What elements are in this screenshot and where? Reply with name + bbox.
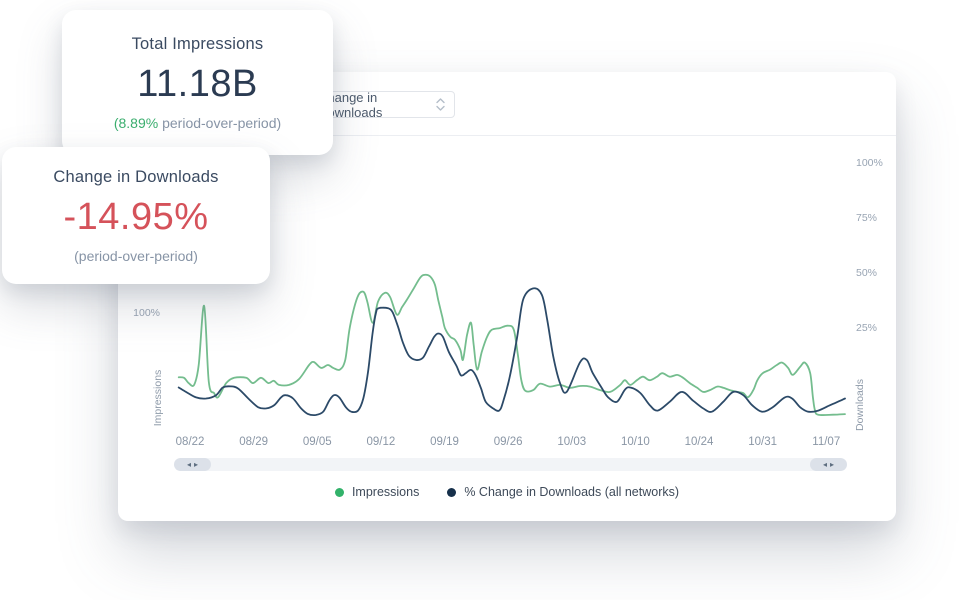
- legend-label: % Change in Downloads (all networks): [464, 485, 680, 499]
- panel-divider: [118, 135, 896, 136]
- change-in-downloads-card: Change in Downloads -14.95% (period-over…: [2, 147, 270, 284]
- period-over-period-caption: (period-over-period): [74, 248, 198, 264]
- right-axis-tick-label: 100%: [856, 156, 883, 169]
- total-impressions-value: 11.18B: [137, 63, 258, 105]
- total-impressions-card: Total Impressions 11.18B (8.89% period-o…: [62, 10, 333, 155]
- change-in-downloads-value: -14.95%: [63, 196, 209, 238]
- metric-select-value: Change in Downloads: [318, 89, 383, 120]
- card-title: Change in Downloads: [53, 168, 219, 186]
- x-axis-tick-label: 10/24: [684, 436, 714, 448]
- period-over-period-delta: (8.89% period-over-period): [62, 115, 333, 131]
- x-axis-tick-label: 10/31: [748, 436, 778, 448]
- card-title: Total Impressions: [131, 35, 264, 53]
- legend-item-downloads[interactable]: % Change in Downloads (all networks): [447, 485, 679, 499]
- x-axis-tick-label: 09/05: [302, 436, 332, 448]
- legend-item-impressions[interactable]: Impressions: [334, 485, 420, 499]
- x-axis-tick-label: 10/10: [621, 436, 650, 448]
- chart-scrollbar-right-thumb[interactable]: ◂ ▸: [810, 458, 847, 471]
- chart-legend: Impressions % Change in Downloads (all n…: [118, 485, 896, 499]
- left-axis-tick-label: 100%: [133, 306, 160, 319]
- chart-scrollbar-track[interactable]: ◂ ▸ ◂ ▸: [174, 458, 847, 471]
- right-axis-tick-label: 50%: [856, 267, 878, 280]
- scroll-left-icon: ◂: [822, 460, 827, 469]
- x-axis-tick-label: 09/19: [430, 436, 459, 448]
- select-chevron-icon: [436, 98, 445, 111]
- scroll-right-icon: ▸: [194, 460, 199, 469]
- right-axis-tick-label: 25%: [856, 322, 878, 335]
- right-axis-tick-label: 75%: [856, 212, 878, 224]
- scroll-right-icon: ▸: [830, 460, 835, 469]
- series-line-left: [177, 273, 846, 416]
- x-axis-tick-label: 09/12: [366, 436, 396, 448]
- x-axis-tick-label: 08/22: [175, 436, 205, 448]
- series-line-right: [177, 287, 846, 417]
- impressions-dot-icon: [334, 487, 344, 497]
- legend-label: Impressions: [351, 485, 420, 499]
- line-chart-plot: [177, 273, 846, 417]
- downloads-dot-icon: [447, 487, 457, 497]
- x-axis-tick-label: 08/29: [239, 436, 269, 448]
- x-axis-tick-label: 09/26: [493, 436, 523, 448]
- delta-caption: period-over-period): [158, 115, 282, 131]
- x-axis-tick-label: 11/07: [812, 436, 841, 448]
- delta-percent: (8.89%: [113, 115, 159, 131]
- scroll-left-icon: ◂: [186, 460, 191, 469]
- right-axis-title: Downloads: [854, 379, 866, 431]
- x-axis-tick-label: 10/03: [557, 436, 587, 448]
- chart-scrollbar-left-thumb[interactable]: ◂ ▸: [174, 458, 211, 471]
- left-axis-title: Impressions: [152, 369, 164, 427]
